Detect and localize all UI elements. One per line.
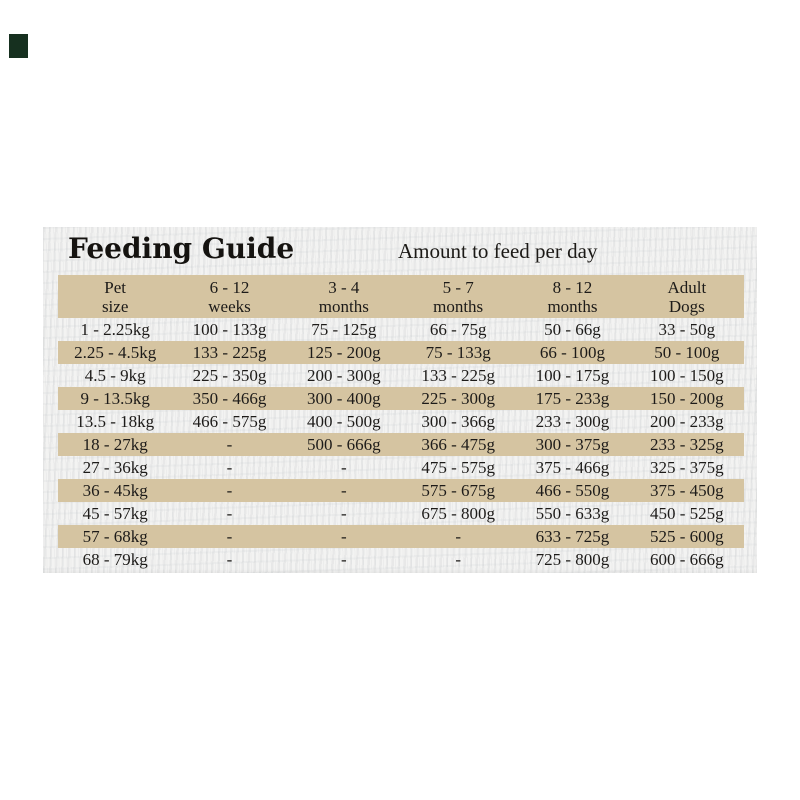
table-cell: 45 - 57kg — [82, 504, 148, 523]
corner-mark — [9, 34, 28, 58]
table-cell: 500 - 666g — [306, 435, 381, 454]
column-header: Adult Dogs — [667, 278, 707, 316]
table-row: 45 - 57kg - - 675 - 800g 550 - 633g 450 - 525… — [58, 502, 744, 525]
table-cell: 450 - 525g — [649, 504, 724, 523]
table-cell: 13.5 - 18kg — [76, 412, 155, 431]
table-cell: 675 - 800g — [421, 504, 495, 523]
table-cell: 600 - 666g — [649, 550, 724, 569]
table-cell: 225 - 350g — [192, 366, 267, 385]
table-cell: 50 - 100g — [654, 343, 720, 362]
table-row: 13.5 - 18kg 466 - 575g 400 - 500g 300 - 366… — [58, 410, 744, 433]
column-header: 8 - 12 months — [547, 278, 598, 316]
table-cell: 68 - 79kg — [82, 550, 148, 569]
table-cell: 150 - 200g — [649, 389, 724, 408]
table-cell: - — [455, 527, 461, 546]
table-cell: 575 - 675g — [421, 481, 495, 500]
table-cell: 133 - 225g — [421, 366, 495, 385]
table-cell: 375 - 450g — [649, 481, 724, 500]
table-cell: - — [340, 481, 347, 500]
table-row: 2.25 - 4.5kg 133 - 225g 125 - 200g 75 - 133… — [58, 341, 744, 364]
table-cell: 300 - 400g — [306, 389, 381, 408]
table-cell: 375 - 466g — [535, 458, 610, 477]
table-row: 57 - 68kg - - - 633 - 725g 525 - 600g — [58, 525, 744, 548]
table-cell: - — [226, 504, 233, 523]
table-cell: 133 - 225g — [192, 343, 267, 362]
table-row: 68 - 79kg - - - 725 - 800g 600 - 666g — [58, 548, 744, 571]
column-header: 5 - 7 months — [433, 278, 484, 316]
table-cell: 75 - 133g — [425, 343, 491, 362]
table-cell: - — [226, 550, 233, 569]
table-cell: 2.25 - 4.5kg — [74, 343, 157, 362]
table-cell: 66 - 75g — [429, 320, 487, 339]
table-cell: 18 - 27kg — [82, 435, 148, 454]
table-row: 27 - 36kg - - 475 - 575g 375 - 466g 325 - 375… — [58, 456, 744, 479]
table-cell: - — [340, 527, 347, 546]
page-subtitle: Amount to feed per day — [398, 239, 598, 263]
table-cell: 466 - 575g — [192, 412, 267, 431]
page-title: Feeding Guide — [68, 232, 295, 265]
table-cell: 400 - 500g — [306, 412, 381, 431]
table-cell: 200 - 233g — [649, 412, 724, 431]
table-cell: 9 - 13.5kg — [80, 389, 150, 408]
table-header-row: Pet size 6 - 12 weeks 3 - 4 months 5 - 7 mo… — [58, 275, 744, 318]
table-cell: 125 - 200g — [306, 343, 381, 362]
table-cell: 33 - 50g — [658, 320, 716, 339]
table-cell: 200 - 300g — [306, 366, 381, 385]
feeding-table: Pet size 6 - 12 weeks 3 - 4 months 5 - 7 mo… — [58, 275, 744, 571]
table-cell: 233 - 325g — [649, 435, 724, 454]
table-cell: 475 - 575g — [421, 458, 495, 477]
table-cell: - — [226, 481, 233, 500]
column-header: Pet size — [101, 278, 129, 316]
table-cell: 300 - 375g — [535, 435, 610, 454]
table-cell: 36 - 45kg — [82, 481, 148, 500]
table-cell: 75 - 125g — [311, 320, 377, 339]
table-row: 9 - 13.5kg 350 - 466g 300 - 400g 225 - 300g… — [58, 387, 744, 410]
table-cell: - — [226, 527, 233, 546]
table-cell: 550 - 633g — [535, 504, 610, 523]
table-cell: 50 - 66g — [544, 320, 601, 339]
table-cell: - — [340, 550, 347, 569]
table-cell: 366 - 475g — [421, 435, 495, 454]
table-cell: 466 - 550g — [535, 481, 610, 500]
table-cell: 100 - 150g — [649, 366, 724, 385]
column-header: 6 - 12 weeks — [208, 278, 251, 316]
table-cell: 725 - 800g — [535, 550, 610, 569]
table-cell: - — [340, 504, 347, 523]
table-cell: 57 - 68kg — [82, 527, 148, 546]
table-cell: 525 - 600g — [649, 527, 724, 546]
table-cell: 66 - 100g — [539, 343, 606, 362]
table-body: 1 - 2.25kg 100 - 133g 75 - 125g 66 - 75g 50 … — [58, 318, 744, 571]
table-cell: 300 - 366g — [421, 412, 495, 431]
table-cell: 325 - 375g — [649, 458, 724, 477]
table-cell: 4.5 - 9kg — [84, 366, 146, 385]
table-cell: 225 - 300g — [421, 389, 495, 408]
table-cell: 27 - 36kg — [82, 458, 148, 477]
table-cell: - — [455, 550, 461, 569]
table-row: 4.5 - 9kg 225 - 350g 200 - 300g 133 - 225g 1… — [58, 364, 744, 387]
table-cell: 350 - 466g — [192, 389, 267, 408]
feeding-guide-paper: Feeding Guide Amount to feed per day Pet… — [43, 227, 757, 573]
table-cell: 633 - 725g — [535, 527, 610, 546]
table-cell: 233 - 300g — [535, 412, 610, 431]
table-cell: 1 - 2.25kg — [80, 320, 150, 339]
table-cell: - — [340, 458, 347, 477]
table-cell: 100 - 133g — [192, 320, 267, 339]
table-row: 18 - 27kg - 500 - 666g 366 - 475g 300 - 375g… — [58, 433, 744, 456]
column-header: 3 - 4 months — [318, 278, 369, 316]
table-cell: - — [226, 435, 233, 454]
table-row: 1 - 2.25kg 100 - 133g 75 - 125g 66 - 75g 50 … — [58, 318, 744, 341]
table-cell: 175 - 233g — [535, 389, 610, 408]
table-cell: - — [226, 458, 233, 477]
table-row: 36 - 45kg - - 575 - 675g 466 - 550g 375 - 450… — [58, 479, 744, 502]
table-cell: 100 - 175g — [535, 366, 610, 385]
